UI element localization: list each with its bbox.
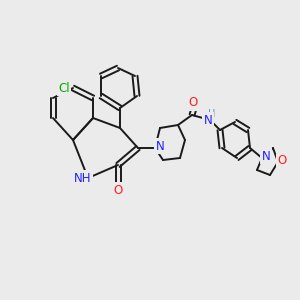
Text: O: O bbox=[278, 154, 286, 166]
Text: NH: NH bbox=[74, 172, 92, 184]
Text: O: O bbox=[188, 97, 198, 110]
Text: N: N bbox=[156, 140, 164, 152]
Text: Cl: Cl bbox=[58, 82, 70, 94]
Text: N: N bbox=[262, 149, 270, 163]
Text: O: O bbox=[113, 184, 123, 196]
Text: N: N bbox=[204, 113, 212, 127]
Text: H: H bbox=[208, 109, 216, 119]
